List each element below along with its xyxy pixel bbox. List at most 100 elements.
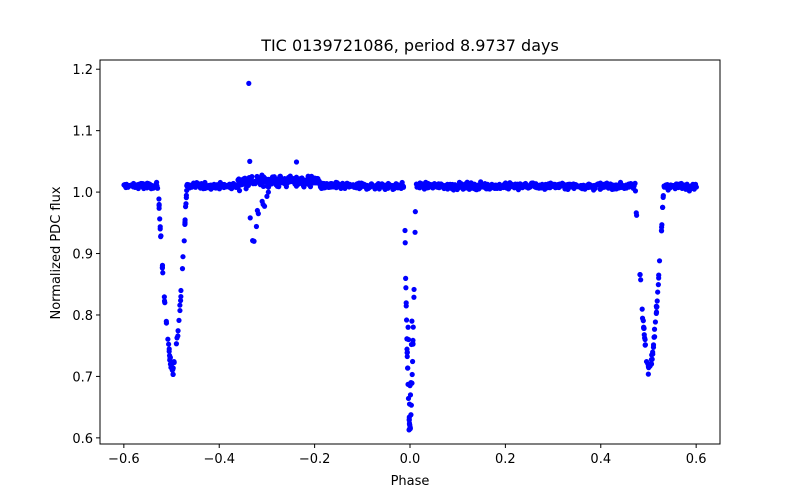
data-point — [656, 272, 662, 278]
data-point — [180, 254, 186, 260]
data-point — [634, 212, 640, 218]
data-point — [642, 336, 648, 343]
data-point — [157, 216, 163, 222]
y-tick-label: 1.1 — [72, 125, 93, 140]
data-point — [182, 219, 188, 225]
data-point — [264, 193, 270, 199]
data-point — [157, 224, 163, 230]
data-point — [410, 337, 416, 344]
y-tick-label: 0.8 — [72, 309, 93, 324]
data-point — [637, 271, 643, 278]
data-point — [645, 364, 652, 370]
data-point — [632, 188, 639, 194]
data-point — [405, 324, 411, 330]
data-point — [251, 238, 257, 244]
data-point — [293, 159, 300, 165]
data-point — [166, 348, 172, 354]
data-point — [400, 184, 407, 190]
chart-title: TIC 0139721086, period 8.9737 days — [260, 36, 559, 55]
data-point — [652, 319, 659, 325]
x-tick-label: −0.4 — [203, 452, 235, 467]
data-point — [159, 264, 165, 270]
data-point — [412, 229, 418, 235]
data-point — [642, 342, 648, 348]
data-point — [408, 412, 414, 418]
data-point — [183, 195, 189, 201]
data-point — [177, 307, 183, 314]
data-point — [693, 184, 699, 190]
data-point — [260, 201, 266, 207]
data-point — [404, 349, 410, 355]
data-point — [408, 379, 414, 386]
data-point — [162, 300, 168, 306]
data-point — [405, 336, 412, 343]
x-tick-label: 0.6 — [686, 452, 707, 467]
data-point — [178, 297, 184, 304]
data-point — [265, 189, 271, 195]
data-point — [654, 298, 660, 304]
data-point — [411, 294, 417, 300]
y-tick-label: 0.6 — [72, 432, 93, 447]
data-point — [645, 371, 651, 377]
data-point — [166, 341, 172, 347]
data-point — [651, 326, 658, 332]
data-point — [404, 353, 410, 360]
data-point — [653, 310, 659, 317]
data-point — [165, 336, 171, 342]
data-point — [179, 266, 186, 272]
data-point — [156, 196, 162, 202]
data-point — [650, 351, 656, 357]
data-point — [171, 359, 177, 366]
data-point — [163, 320, 170, 326]
data-point — [402, 227, 408, 234]
data-point — [169, 366, 176, 372]
data-point — [648, 356, 654, 363]
data-point — [154, 185, 161, 191]
y-tick-label: 1.0 — [72, 186, 93, 201]
data-point — [641, 325, 647, 332]
data-point — [246, 80, 252, 86]
plot-area — [121, 80, 699, 433]
data-point — [160, 270, 166, 276]
data-point — [660, 194, 666, 200]
data-point — [410, 324, 416, 330]
data-point — [632, 180, 638, 186]
data-point — [177, 302, 183, 308]
data-point — [406, 401, 413, 407]
data-point — [156, 201, 162, 208]
x-axis-label: Phase — [391, 474, 430, 489]
data-point — [409, 318, 415, 324]
data-point — [170, 371, 176, 378]
x-axis: −0.6 −0.4 −0.2 0.0 0.2 0.4 0.6 — [108, 444, 706, 467]
y-tick-label: 1.2 — [72, 63, 93, 78]
data-point — [659, 204, 666, 210]
data-point — [643, 358, 650, 365]
data-point — [247, 158, 253, 164]
y-axis-label: Normalized PDC flux — [49, 186, 64, 319]
data-point — [403, 300, 409, 306]
data-point — [651, 334, 657, 340]
data-point — [307, 184, 314, 190]
series-flux — [121, 80, 699, 433]
data-point — [178, 287, 184, 294]
data-point — [156, 205, 162, 211]
data-point — [236, 188, 243, 194]
x-tick-label: 0.2 — [495, 452, 516, 467]
data-point — [407, 392, 414, 398]
data-point — [406, 416, 412, 422]
data-point — [638, 277, 644, 283]
x-tick-label: 0.0 — [400, 452, 421, 467]
data-point — [409, 358, 416, 365]
data-point — [641, 332, 647, 338]
data-point — [655, 289, 661, 295]
data-point — [184, 187, 190, 194]
x-tick-label: 0.4 — [590, 452, 611, 467]
y-tick-label: 0.9 — [72, 248, 93, 263]
data-point — [639, 306, 645, 312]
data-point — [403, 317, 410, 323]
y-axis: 0.6 0.7 0.8 0.9 1.0 1.1 1.2 — [72, 63, 100, 447]
x-tick-label: −0.2 — [299, 452, 331, 467]
data-point — [253, 223, 260, 230]
data-point — [173, 341, 180, 347]
